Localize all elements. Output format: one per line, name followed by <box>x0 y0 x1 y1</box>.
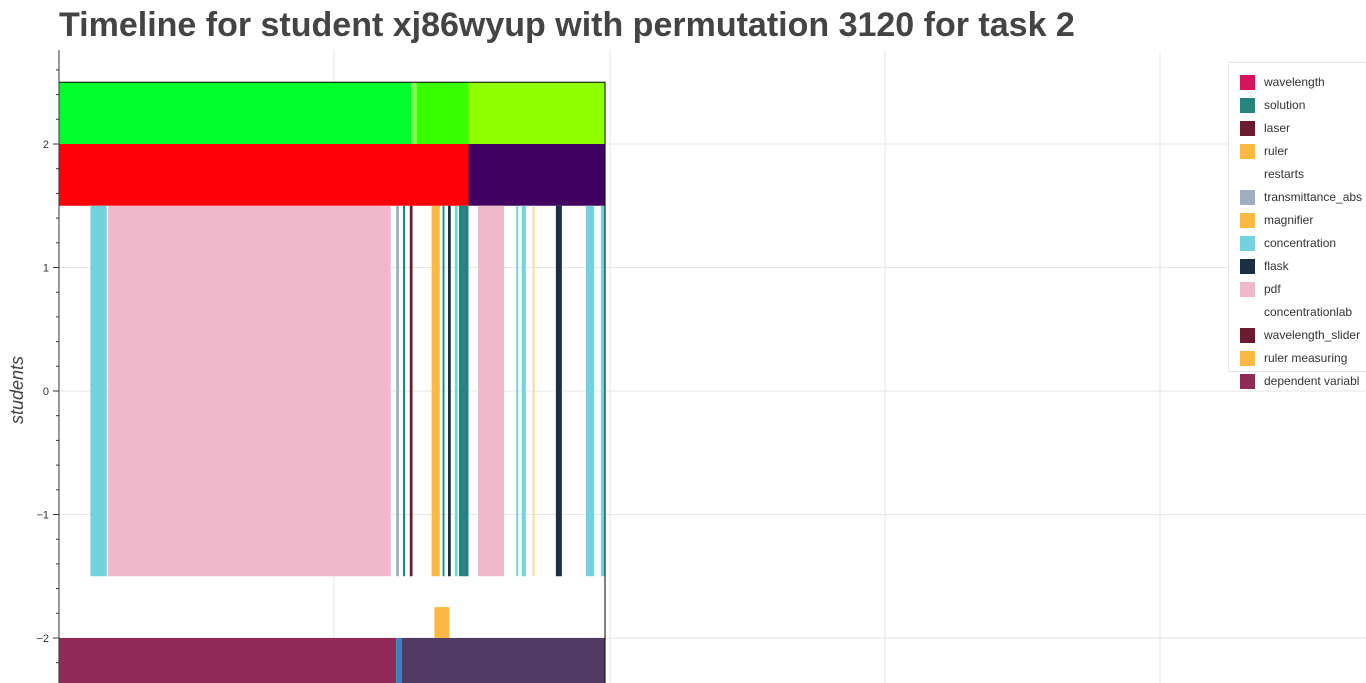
timeline-bar-0-3 <box>468 82 605 144</box>
timeline-bar-2-13 <box>532 205 535 577</box>
legend-label: wavelength <box>1264 75 1325 89</box>
timeline-bar-2-10 <box>478 205 504 577</box>
legend-label: magnifier <box>1264 213 1314 227</box>
legend-item: wavelength_slider <box>1240 326 1360 344</box>
legend-label: ruler <box>1264 144 1289 158</box>
y-tick-label-0: 2 <box>43 139 49 151</box>
timeline-bar-2-6 <box>442 205 445 577</box>
timeline-bar-2-1 <box>108 205 391 577</box>
legend-label: flask <box>1264 259 1289 273</box>
legend-item: transmittance_abs <box>1240 188 1362 206</box>
legend-swatch <box>1240 235 1255 251</box>
legend-label: solution <box>1264 98 1306 112</box>
timeline-bar-2-15 <box>585 205 595 577</box>
legend-item: concentrationlab <box>1240 303 1352 321</box>
timeline-bar-2-12 <box>521 205 526 577</box>
y-tick-label-4: −2 <box>36 633 49 645</box>
legend-swatch <box>1240 350 1255 366</box>
legend-item: ruler <box>1240 142 1288 160</box>
legend-item: wavelength <box>1240 73 1325 91</box>
y-tick-label-2: 0 <box>43 386 49 398</box>
timeline-bar-2-8 <box>454 205 458 577</box>
legend-swatch <box>1240 327 1255 343</box>
legend-label: concentrationlab <box>1264 305 1353 319</box>
legend-label: ruler measuring <box>1264 351 1348 365</box>
legend-item: flask <box>1240 257 1289 275</box>
legend-item: restarts <box>1240 165 1304 183</box>
timeline-bar-2-4 <box>409 205 413 577</box>
legend-label: wavelength_slider <box>1264 328 1361 342</box>
legend-label: dependent variabl <box>1264 374 1360 388</box>
timeline-bar-0-1 <box>411 82 417 144</box>
y-tick-label-3: −1 <box>36 510 49 522</box>
timeline-bar-2-11 <box>516 205 519 577</box>
timeline-bar-2-0 <box>90 205 107 577</box>
legend-item: ruler measuring <box>1240 349 1347 367</box>
timeline-bar-2-2 <box>396 205 399 577</box>
legend-swatch <box>1240 97 1255 113</box>
legend-swatch <box>1240 304 1255 320</box>
timeline-bar-1-0 <box>59 144 469 206</box>
y-axis: 2 1 0 −1 −2 <box>36 50 60 683</box>
timeline-bar-2-5 <box>431 205 440 577</box>
legend-swatch <box>1240 143 1255 159</box>
legend-label: transmittance_abs <box>1264 190 1363 204</box>
legend: wavelength solution laser ruler restarts tran… <box>1228 62 1366 389</box>
legend-swatch <box>1240 74 1255 90</box>
timeline-bar-4-1 <box>396 638 402 683</box>
legend-swatch <box>1240 281 1255 297</box>
legend-item: solution <box>1240 96 1305 114</box>
timeline-bar-1-1 <box>468 144 605 206</box>
timeline-bar-2-14 <box>555 205 562 577</box>
timeline-bar-2-7 <box>448 205 451 577</box>
legend-swatch <box>1240 120 1255 136</box>
timeline-bar-0-2 <box>416 82 469 144</box>
timeline-bar-2-3 <box>402 205 406 577</box>
legend-swatch <box>1240 212 1255 228</box>
timeline-bar-2-9 <box>458 205 469 577</box>
timeline-bar-4-0 <box>59 638 397 683</box>
timeline-bars <box>58 81 606 683</box>
legend-swatch <box>1240 189 1255 205</box>
legend-label: restarts <box>1264 167 1305 181</box>
legend-item: laser <box>1240 119 1290 137</box>
legend-label: pdf <box>1264 282 1281 296</box>
legend-label: laser <box>1264 121 1291 135</box>
legend-item: magnifier <box>1240 211 1313 229</box>
y-tick-label-1: 1 <box>43 263 49 275</box>
legend-swatch <box>1240 258 1255 274</box>
legend-label: concentration <box>1264 236 1337 250</box>
legend-swatch <box>1240 166 1255 182</box>
timeline-bar-3-0 <box>434 607 450 638</box>
legend-item: dependent variabl <box>1240 372 1359 390</box>
timeline-bar-0-0 <box>59 82 412 144</box>
legend-swatch <box>1240 373 1255 389</box>
legend-item: concentration <box>1240 234 1336 252</box>
chart-title: Timeline for student xj86wyup with permu… <box>59 6 1075 44</box>
timeline-bar-4-2 <box>401 638 605 683</box>
timeline-bar-2-16 <box>600 205 605 577</box>
legend-item: pdf <box>1240 280 1281 298</box>
